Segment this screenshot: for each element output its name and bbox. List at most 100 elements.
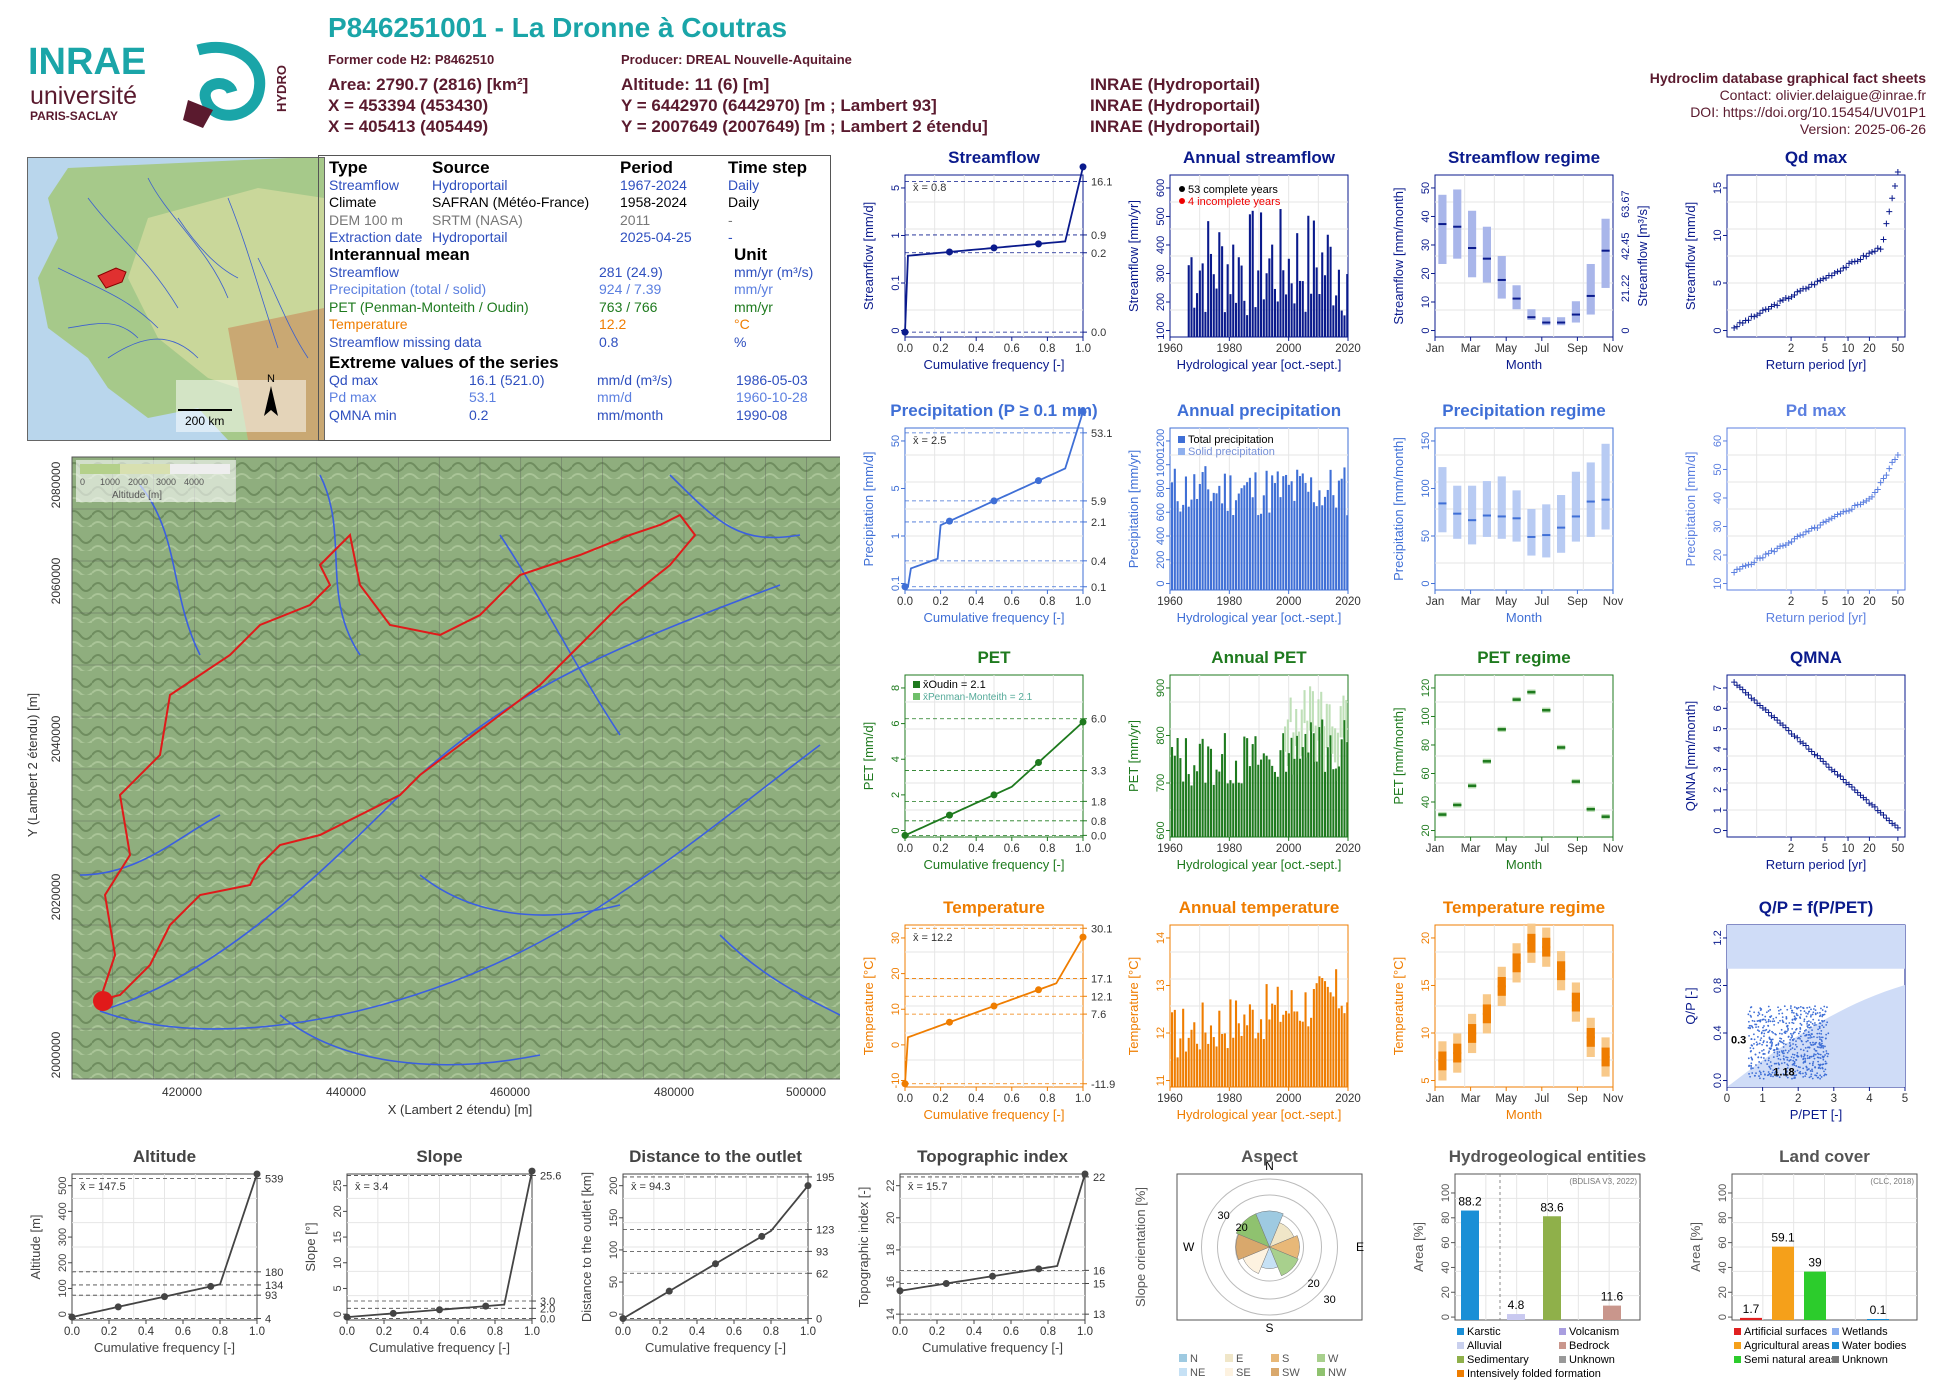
qp-point [1770, 1064, 1773, 1067]
bar [1603, 1305, 1621, 1320]
bar [1298, 476, 1302, 590]
y-tick-label: 100 [1717, 1184, 1729, 1202]
qp-point [1748, 1072, 1750, 1075]
y-tick-label: 20 [1420, 267, 1432, 279]
bar [1218, 1010, 1221, 1087]
bar-value: 88.2 [1458, 1195, 1482, 1209]
bar [1187, 1037, 1190, 1087]
qp-point [1800, 1024, 1803, 1026]
y-tick-label: 700 [1155, 774, 1167, 792]
mean-unit: °C [734, 316, 750, 332]
qp-point [1778, 1051, 1781, 1053]
data-point [1731, 569, 1738, 576]
bar [1268, 759, 1271, 837]
x-tick-label: 0.8 [1039, 343, 1055, 355]
qp-point [1795, 1007, 1798, 1009]
bar [1240, 265, 1243, 337]
legend-swatch [1734, 1356, 1741, 1363]
data-point [1739, 563, 1746, 570]
bar [1221, 246, 1224, 337]
qp-point [1802, 1058, 1805, 1061]
chart-title: Annual precipitation [1177, 401, 1341, 420]
legend-label: Total precipitation [1188, 434, 1274, 446]
legend-label: NW [1328, 1367, 1347, 1379]
y-axis-label: Streamflow [mm/month] [1391, 187, 1406, 324]
x-tick-label: 0.4 [968, 343, 985, 355]
legend-label: Karstic [1467, 1326, 1501, 1338]
alt-tick: 3000 [156, 477, 176, 487]
data-point [1777, 297, 1784, 304]
bar [1318, 976, 1321, 1087]
catchment-locator [97, 267, 127, 289]
qp-point [1777, 1021, 1780, 1024]
data-point [1892, 822, 1899, 829]
data-point [1805, 528, 1812, 535]
bar-light [1325, 703, 1328, 748]
alt-tick: 2000 [128, 477, 148, 487]
qp-point [1812, 1018, 1815, 1021]
data-point [1866, 800, 1873, 807]
source-2: INRAE (Hydroportail) [1090, 96, 1260, 115]
qp-point [1781, 1016, 1784, 1019]
bar [1190, 499, 1193, 590]
bar [1296, 469, 1299, 590]
right-tick-label: 1.8 [1091, 796, 1106, 808]
qp-point [1773, 1049, 1776, 1052]
qp-point [1773, 1023, 1776, 1026]
data-point [1739, 686, 1746, 693]
x-axis-label: Hydrological year [oct.-sept.] [1177, 610, 1342, 625]
qp-point [1771, 1020, 1774, 1023]
quantile-point [1079, 933, 1087, 941]
regime-box [1586, 462, 1595, 537]
extreme-date: 1986-05-03 [736, 371, 808, 388]
bar [1179, 758, 1182, 837]
quantile-point [990, 1002, 998, 1010]
bar [1335, 295, 1338, 337]
hdr-step: Time step [728, 158, 808, 177]
qp-point [1824, 1068, 1827, 1071]
legend-swatch [1832, 1328, 1839, 1335]
legend-label: Artificial surfaces [1744, 1326, 1828, 1338]
data-point [1771, 714, 1778, 721]
x-tick-label: 0.0 [897, 343, 913, 355]
qp-point [1757, 1014, 1759, 1017]
plot-area: 0.0 0.2 0.4 0.6 0.8 1.0 14 16 18 20 22 Cumulative f… [856, 1170, 1105, 1355]
legend-label: Volcanism [1569, 1326, 1619, 1338]
bar [1293, 1011, 1296, 1087]
qp-point [1762, 1070, 1765, 1073]
data-point [1771, 548, 1778, 555]
right-tick-label: 0.0 [540, 1314, 555, 1326]
right-tick-label: 6.0 [1091, 714, 1106, 726]
x-axis-label: Month [1506, 1107, 1542, 1122]
y-tick-label: 200 [57, 1254, 69, 1272]
bar [1198, 270, 1201, 337]
bar [1207, 221, 1210, 337]
qp-point [1817, 1076, 1820, 1079]
x-tick-label: 10 [1842, 596, 1855, 608]
right-tick-label: 15 [1093, 1279, 1105, 1291]
y-tick-label: 15 [1420, 979, 1432, 991]
map-y-tick: 2080000 [49, 461, 63, 508]
doi-link[interactable]: DOI: https://doi.org/10.15454/UV01P1 [1690, 104, 1926, 120]
data-point [1883, 815, 1890, 822]
y-tick-label: 10 [890, 1003, 902, 1015]
y-tick-label: 10 [1420, 296, 1432, 308]
right-tick-label: 2.1 [1091, 517, 1106, 529]
qp-point [1769, 1075, 1772, 1078]
bar [1312, 502, 1315, 590]
data-point [1880, 236, 1887, 243]
y-tick-label: 0 [608, 1311, 620, 1317]
x-tick-label: 1980 [1217, 343, 1243, 355]
qp-point [1753, 1020, 1756, 1023]
legend-dot [1179, 186, 1185, 192]
data-point [1831, 269, 1838, 276]
qp-point [1758, 1030, 1761, 1033]
x-tick-label: 0.0 [897, 596, 913, 608]
bar [1318, 727, 1321, 837]
legend-label: S [1282, 1353, 1289, 1365]
x-axis-label: Cumulative frequency [-] [924, 857, 1065, 872]
qp-point [1750, 1044, 1753, 1047]
qp-point [1770, 1047, 1772, 1050]
qp-point [1812, 1054, 1815, 1057]
qp-point [1769, 1008, 1772, 1011]
